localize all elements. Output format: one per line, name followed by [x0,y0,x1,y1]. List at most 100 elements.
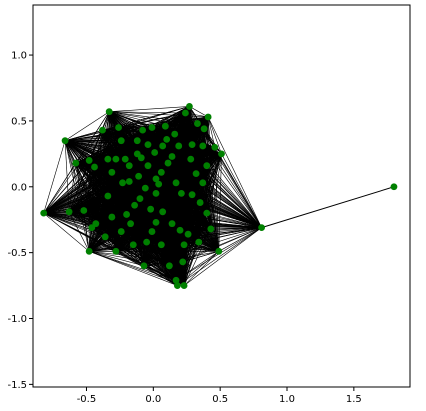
y-tick-label: -1.5 [7,380,27,391]
graph-edge [107,127,119,197]
graph-node [91,163,98,171]
graph-node [140,262,148,270]
graph-node [173,282,181,289]
graph-node [101,233,109,241]
graph-edge [130,153,138,224]
graph-edge [83,182,177,211]
graph-node [204,113,212,121]
graph-edge [191,123,198,195]
graph-edge [210,147,216,229]
graph-edge [75,129,103,164]
graph-node [196,199,204,206]
graph-edge [105,223,131,238]
graph-edge [169,244,185,266]
nodes-layer [40,103,398,289]
graph-node [144,162,152,170]
graph-edge [83,140,122,211]
graph-edge [169,241,199,267]
graph-edge [181,193,201,203]
graph-edge [68,163,77,212]
graph-node [133,137,141,145]
graph-edge [43,212,90,252]
graph-edge [64,111,110,141]
graph-node [164,159,172,167]
graph-node [390,183,398,191]
graph-edge [183,242,200,286]
graph-edge [191,145,204,195]
graph-edge [165,123,198,127]
graph-edge [91,227,134,246]
graph-edge [111,216,170,267]
graph-edge [115,251,170,267]
graph-node [105,108,113,116]
graph-edge [91,193,182,228]
graph-edge [177,228,212,286]
graph-edge [130,208,151,224]
graph-node [203,209,211,217]
graph-node [136,195,144,203]
graph-edge [65,129,103,141]
y-tick-label: -0.5 [7,248,27,259]
graph-node [163,135,171,143]
graph-edge [107,182,177,197]
graph-edge [83,193,157,211]
graph-node [125,162,133,170]
graph-node [180,282,188,289]
graph-edge [118,127,138,155]
y-tick-label: 0.0 [11,182,27,193]
graph-node [215,247,223,255]
graph-edge [111,216,162,245]
graph-node [159,208,167,216]
graph-edge [83,160,90,211]
graph-edge [191,128,205,195]
y-tick-label: -1.0 [7,314,27,325]
graph-edge [107,195,170,267]
graph-edge [83,204,135,211]
graph-edge [64,140,90,252]
graph-edge [95,140,122,224]
graph-edge [43,140,66,214]
graph-edge [142,129,175,135]
graph-edge [175,241,200,281]
graph-edge [83,208,151,211]
y-axis: -1.5 -1.0 -0.5 0.0 0.5 1.0 [7,51,33,391]
graph-edge [151,231,170,266]
graph-node [161,122,169,130]
graph-node [144,141,152,149]
graph-node [139,126,147,134]
graph-node [211,143,219,151]
graph-edge [175,228,212,281]
graph-edge [137,125,166,155]
graph-node [258,224,266,232]
graph-node [199,179,207,187]
x-tick-label: 0.0 [145,394,161,405]
graph-node [199,142,207,150]
graph-node [117,228,125,235]
graph-edge [89,251,177,281]
graph-edge [43,162,77,214]
graph-node [133,150,141,158]
graph-node [207,225,215,233]
graph-edge [181,193,185,245]
graph-edge [161,182,177,245]
graph-node [108,168,116,176]
graph-edge [155,193,193,195]
graph-edge [43,129,103,214]
graph-edge [134,153,138,206]
graph-edge [83,130,103,211]
graph-edge [203,128,216,148]
graph-edge [88,227,93,252]
graph-edge [121,231,170,267]
graph-node [129,241,137,249]
graph-node [80,207,88,214]
graph-edge [130,182,177,224]
graph-edge [83,210,131,224]
graph-node [172,179,180,187]
graph-node [115,124,122,131]
graph-node [157,168,165,176]
graph-node [177,189,185,197]
graph-node [148,124,156,131]
graph-edge [137,153,185,245]
graph-node [175,142,183,150]
x-tick-label: 1.0 [279,394,295,405]
